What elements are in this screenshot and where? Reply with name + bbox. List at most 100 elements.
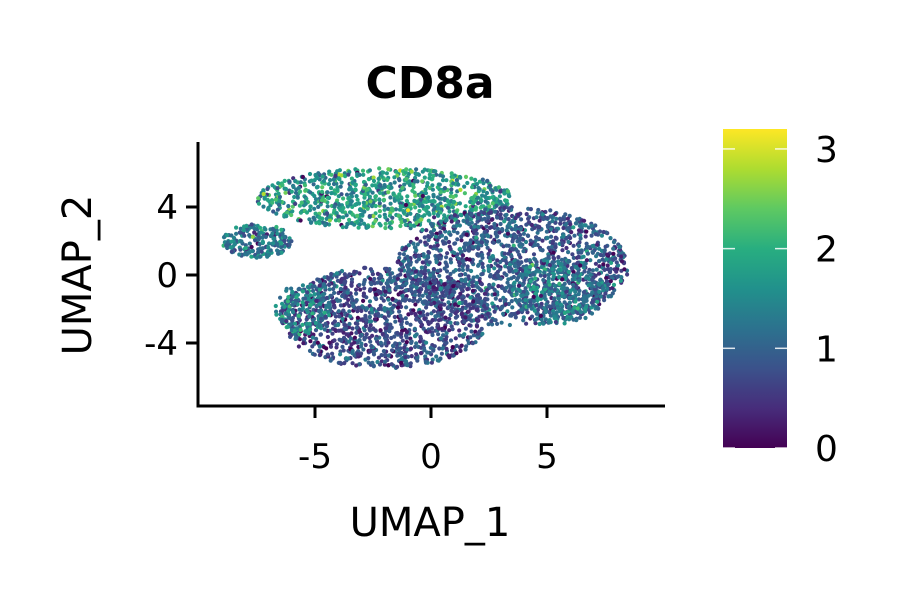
cell-point [593,223,598,228]
cell-point [418,334,423,339]
cell-point [372,281,377,286]
cell-point [538,313,544,318]
cell-point [408,202,414,207]
cell-point [340,225,345,230]
cell-point [368,267,373,272]
cell-point [435,243,440,248]
cell-point [417,293,422,298]
cell-point [325,190,330,195]
cell-point [370,272,375,277]
cell-point [368,199,373,204]
cell-point [519,307,524,312]
cell-point [463,301,468,306]
cell-point [421,252,426,257]
cell-point [451,284,456,289]
cell-point [510,305,515,310]
cell-point [546,279,551,284]
cell-point [546,276,551,281]
cell-point [436,318,442,323]
cell-point [295,194,300,199]
cell-point [238,247,243,252]
cell-point [403,297,409,302]
cell-point [554,228,559,233]
cell-point [343,323,348,328]
cell-point [547,304,552,309]
cell-point [448,257,453,262]
cell-point [462,320,467,325]
cell-point [379,353,384,358]
cell-point [377,209,382,214]
cell-point [332,311,337,316]
cell-point [348,336,353,341]
cell-point [434,354,439,359]
cell-point [354,291,359,296]
cell-point [406,258,411,263]
cell-point [603,244,608,249]
cell-point [366,356,371,361]
cell-point [331,286,336,292]
cell-point [290,204,295,209]
cell-point [368,276,373,281]
cell-point [282,238,287,243]
cell-point [486,264,491,269]
cell-point [357,201,362,206]
cell-point [513,315,518,320]
cell-point [362,265,367,270]
cell-point [328,358,333,363]
cell-point [382,352,387,357]
cell-point [424,340,429,345]
cell-point [291,184,296,190]
cell-point [377,201,382,206]
cell-point [275,186,280,191]
cell-point [553,319,559,325]
cell-point [475,245,480,250]
cell-point [471,305,476,310]
cell-point [568,235,573,241]
cell-point [409,169,414,174]
cell-point [479,282,484,287]
cell-point [567,317,572,322]
cell-point [469,211,474,217]
cell-point [338,279,343,285]
cell-point [385,268,390,273]
cell-point [422,348,427,353]
cell-point [552,287,557,292]
cell-point [466,274,471,279]
cell-point [311,318,316,323]
cell-point [382,306,387,311]
cell-point [558,302,564,307]
cell-point [469,207,474,212]
x-tick-label: 0 [420,437,442,477]
cell-point [428,345,433,350]
cell-point [505,231,511,236]
cell-point [605,267,611,272]
cell-point [475,274,480,279]
cell-point [480,308,485,313]
cell-point [361,293,366,298]
cell-point [476,331,481,336]
cell-point [420,260,425,265]
cell-point [348,314,353,319]
cell-point [367,214,372,219]
cell-point [305,290,310,295]
cell-point [345,290,350,295]
cell-point [318,352,323,357]
cell-point [401,252,406,257]
cell-point [438,190,443,195]
cell-point [349,277,355,282]
cell-point [473,177,478,182]
cell-point [492,309,497,314]
cell-point [258,225,263,230]
cell-point [410,298,416,303]
cell-point [249,254,254,259]
cell-point [451,199,457,204]
cell-point [354,363,359,368]
cell-point [601,262,606,267]
cell-point [320,292,325,297]
cell-point [576,254,581,259]
y-tick-label: 4 [156,188,178,228]
cell-point [332,283,337,288]
cell-point [300,306,305,311]
cell-point [331,181,337,187]
cell-point [564,221,569,226]
